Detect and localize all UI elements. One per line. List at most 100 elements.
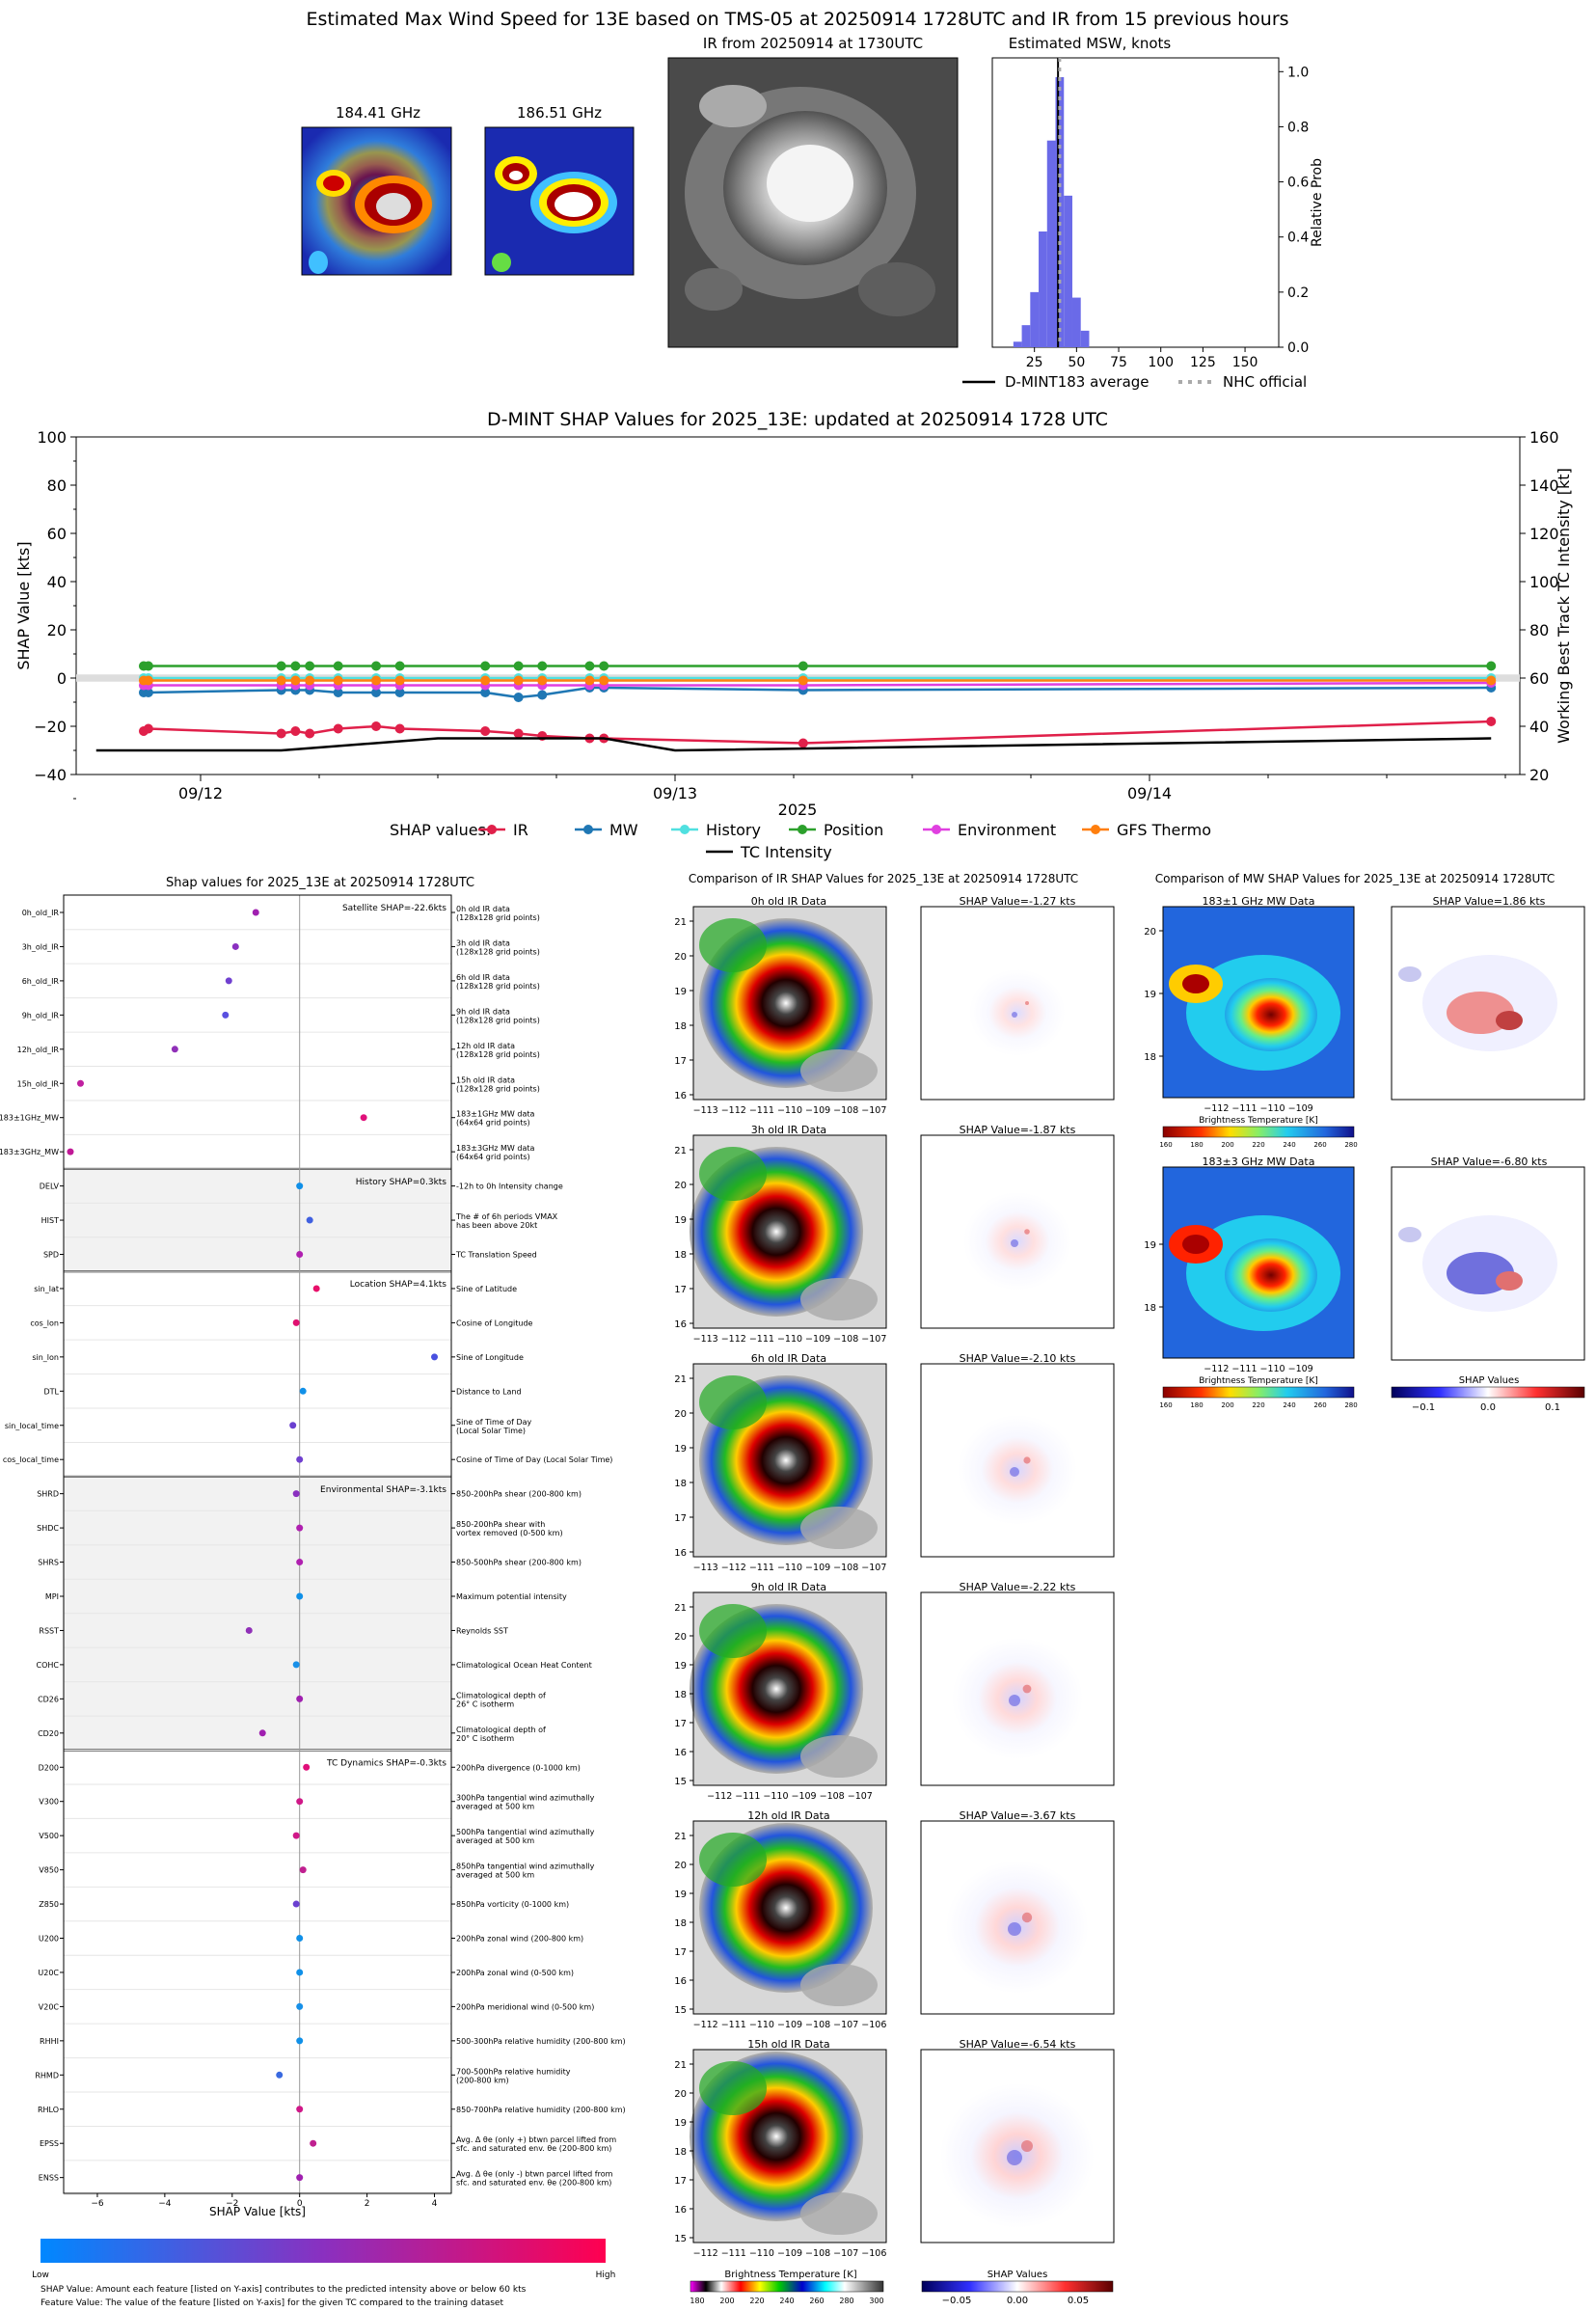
- bar-xtick-label: −4: [158, 2199, 172, 2209]
- ir-ytick-label: 20: [674, 952, 687, 963]
- feature-point: [296, 2037, 304, 2045]
- feature-point: [276, 2071, 284, 2079]
- legend-marker: [487, 825, 497, 834]
- series-point-mw: [394, 688, 405, 697]
- mw-core: [1225, 1238, 1317, 1312]
- feature-point: [296, 1251, 304, 1258]
- feature-point: [296, 1695, 304, 1702]
- feature-description-line: Cosine of Longitude: [456, 1319, 533, 1327]
- ir-data-image: [690, 1134, 887, 1329]
- hist-ticks: 25 50 75 100 125 150 0.0 0.2 0.4 0.6 0.8 1.0: [1026, 65, 1310, 370]
- feature-name: CD26: [38, 1695, 59, 1703]
- feature-description-line: sfc. and saturated env. θe (200-800 km): [456, 2179, 611, 2188]
- ir-frame: [692, 2049, 887, 2243]
- mw-colorbar-tick: 200: [1221, 1141, 1233, 1149]
- mw-colorbar-tick: 220: [1252, 1141, 1264, 1149]
- ir-shap-title: SHAP Value=-6.54 kts: [960, 2038, 1076, 2051]
- ir-shap-frame: [920, 906, 1115, 1101]
- series-point-ir: [1486, 717, 1497, 726]
- legend-marker: [583, 825, 593, 834]
- shap-ts-axes: [75, 436, 1521, 775]
- feature-name: 0h_old_IR: [22, 909, 60, 917]
- series-point-ir: [290, 726, 301, 736]
- feature-description: 9h old IR data (128x128 grid points): [456, 1007, 540, 1024]
- ir-shap-spot: [1021, 2140, 1033, 2152]
- feature-description-line: 850hPa tangential wind azimuthally: [456, 1862, 595, 1871]
- feature-description-line: (Local Solar Time): [456, 1427, 526, 1435]
- feature-description-line: 850-700hPa relative humidity (200-800 km…: [456, 2106, 626, 2114]
- series-point-ir: [305, 728, 315, 739]
- feature-description: 0h old IR data (128x128 grid points): [456, 905, 540, 922]
- feature-name: RHMD: [35, 2071, 59, 2080]
- feature-name: Z850: [39, 1900, 59, 1909]
- feature-description: Climatological Ocean Heat Content: [456, 1661, 592, 1670]
- feature-name: MPI: [45, 1592, 59, 1601]
- mw-shap-frame: [1391, 1166, 1585, 1361]
- feature-description: Climatological depth of 20° C isotherm: [456, 1726, 546, 1743]
- hist-xtick-label: 150: [1232, 355, 1258, 370]
- hist-xtick-label: 75: [1110, 355, 1127, 370]
- feature-description: 183±3GHz MW data (64x64 grid points): [456, 1144, 534, 1161]
- hist-xtick-label: 125: [1190, 355, 1216, 370]
- ir-colorbar: Brightness Temperature [K] 180 200 220 240 2…: [690, 2270, 883, 2305]
- xtick-label: 09/12: [178, 784, 223, 802]
- feature-description: The # of 6h periods VMAX has been above 2…: [455, 1212, 558, 1230]
- figure-title: Estimated Max Wind Speed for 13E based o…: [306, 9, 1288, 30]
- ir-shap-image: [920, 1363, 1115, 1558]
- feature-point: [310, 2139, 317, 2147]
- series-point-position: [513, 661, 524, 671]
- feature-point: [225, 977, 232, 985]
- feature-name: V850: [39, 1866, 59, 1875]
- feature-description: Maximum potential intensity: [456, 1592, 567, 1601]
- feature-description-line: The # of 6h periods VMAX: [455, 1212, 558, 1221]
- ir-ytick-label: 16: [674, 2205, 687, 2216]
- mw-shap-colorbar-tick: 0.1: [1545, 1402, 1560, 1413]
- series-point-gfs-thermo: [1486, 675, 1497, 686]
- ir-colorbar-tick: 280: [839, 2297, 853, 2305]
- mw-cell-core: [1182, 974, 1209, 993]
- group-label: Satellite SHAP=-22.6kts: [342, 904, 446, 913]
- mw-ytick-label: 19: [1144, 990, 1156, 1000]
- ir-shap-title: SHAP Value=-2.22 kts: [960, 1581, 1076, 1593]
- mw-colorbar-gradient: [1162, 1126, 1355, 1138]
- mw-colorbar-tick: 220: [1252, 1401, 1264, 1409]
- mw-shap-colorbar-tick: −0.1: [1412, 1402, 1435, 1413]
- ir-data-title: 12h old IR Data: [747, 1809, 829, 1822]
- series-point-gfs-thermo: [599, 675, 609, 686]
- ir-ytick-label: 20: [674, 1181, 687, 1191]
- hist-bar: [1030, 291, 1040, 347]
- hist-bar: [1071, 297, 1081, 347]
- ir-shap-colorbar-gradient: [921, 2280, 1114, 2293]
- group-shade: [64, 1168, 451, 1272]
- feature-description: Avg. Δ θe (only +) btwn parcel lifted fr…: [456, 2135, 616, 2153]
- ir-shap-colorbar: SHAP Values −0.05 0.00 0.05: [921, 2270, 1114, 2306]
- series-point-mw: [371, 688, 382, 697]
- legend-label: MW: [609, 821, 638, 839]
- hist-title: Estimated MSW, knots: [1009, 35, 1172, 52]
- series-point-gfs-thermo: [584, 675, 595, 686]
- feature-name: EPSS: [40, 2139, 59, 2148]
- bar-colorbar-high: High: [596, 2270, 616, 2280]
- ir-ytick-label: 19: [674, 1444, 687, 1455]
- feature-description-line: averaged at 500 km: [456, 1803, 534, 1811]
- shap-ts-legend: SHAP values: IR MW History Position Environm…: [390, 821, 1211, 861]
- ir-colorbar-tick: 240: [779, 2297, 794, 2305]
- ir-shap-image: [920, 1134, 1115, 1329]
- ir-frame: [692, 1134, 887, 1329]
- ir-data-title: 15h old IR Data: [747, 2038, 829, 2051]
- hist-bar: [1039, 231, 1047, 347]
- shap-ts-ylabel-right: Working Best Track TC Intensity [kt]: [1555, 468, 1573, 744]
- feature-description-line: 20° C isotherm: [456, 1734, 514, 1743]
- group-label: Location SHAP=4.1kts: [350, 1280, 447, 1290]
- series-line-ir: [143, 720, 1492, 745]
- hist-xtick-label: 25: [1026, 355, 1043, 370]
- feature-description-line: vortex removed (0-500 km): [456, 1529, 563, 1537]
- feature-description: 3h old IR data (128x128 grid points): [456, 938, 540, 956]
- hist-bar: [1021, 325, 1031, 347]
- feature-description-line: 200hPa zonal wind (0-500 km): [456, 1969, 574, 1977]
- hist-ytick-label: 0.6: [1287, 176, 1309, 191]
- ytick-right-label: 60: [1529, 669, 1549, 688]
- feature-name: D200: [39, 1763, 59, 1772]
- feature-description: Sine of Time of Day (Local Solar Time): [456, 1418, 532, 1435]
- series-point-position: [537, 661, 548, 671]
